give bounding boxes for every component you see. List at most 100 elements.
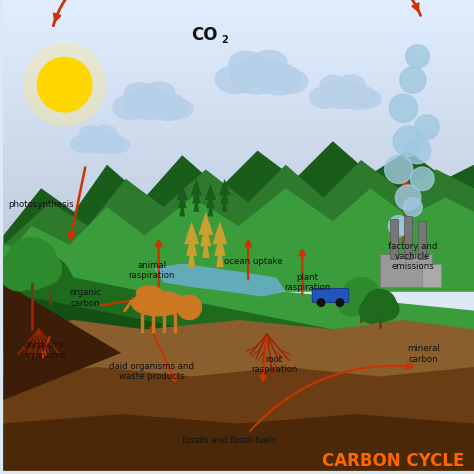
- Polygon shape: [200, 223, 211, 246]
- Polygon shape: [3, 283, 121, 400]
- FancyBboxPatch shape: [3, 220, 474, 225]
- FancyBboxPatch shape: [3, 196, 474, 201]
- Polygon shape: [154, 264, 286, 296]
- Ellipse shape: [321, 80, 364, 109]
- FancyBboxPatch shape: [3, 98, 474, 103]
- Ellipse shape: [163, 99, 192, 119]
- Ellipse shape: [355, 90, 381, 108]
- FancyBboxPatch shape: [3, 5, 474, 10]
- Ellipse shape: [229, 51, 263, 74]
- Circle shape: [404, 137, 431, 164]
- Circle shape: [37, 57, 92, 112]
- Ellipse shape: [80, 129, 115, 153]
- Circle shape: [358, 288, 383, 312]
- FancyBboxPatch shape: [3, 225, 474, 230]
- FancyBboxPatch shape: [3, 206, 474, 210]
- Circle shape: [317, 299, 325, 306]
- Text: mineral
carbon: mineral carbon: [407, 344, 439, 364]
- Circle shape: [364, 290, 396, 322]
- FancyBboxPatch shape: [3, 122, 474, 127]
- Circle shape: [359, 299, 384, 323]
- FancyBboxPatch shape: [3, 210, 474, 215]
- FancyBboxPatch shape: [3, 181, 474, 186]
- FancyBboxPatch shape: [3, 166, 474, 171]
- Circle shape: [177, 295, 201, 319]
- FancyBboxPatch shape: [3, 142, 474, 147]
- Ellipse shape: [93, 125, 117, 141]
- FancyBboxPatch shape: [3, 171, 474, 176]
- FancyBboxPatch shape: [3, 108, 474, 112]
- FancyBboxPatch shape: [3, 235, 474, 240]
- FancyBboxPatch shape: [3, 34, 474, 39]
- FancyBboxPatch shape: [3, 230, 474, 235]
- Ellipse shape: [125, 83, 154, 103]
- Text: plant
raspiration: plant raspiration: [284, 273, 330, 292]
- Polygon shape: [214, 233, 226, 256]
- Ellipse shape: [273, 70, 308, 93]
- FancyBboxPatch shape: [3, 10, 474, 15]
- FancyBboxPatch shape: [3, 176, 474, 181]
- Polygon shape: [3, 367, 474, 471]
- Polygon shape: [3, 141, 474, 273]
- FancyBboxPatch shape: [3, 54, 474, 59]
- Text: root
raspiration: root raspiration: [251, 355, 297, 374]
- Circle shape: [388, 216, 409, 236]
- FancyBboxPatch shape: [3, 69, 474, 73]
- Text: daid organisms and
waste products: daid organisms and waste products: [109, 362, 194, 382]
- Polygon shape: [216, 244, 224, 267]
- Polygon shape: [3, 414, 474, 471]
- FancyBboxPatch shape: [3, 112, 474, 118]
- Polygon shape: [193, 195, 199, 212]
- Ellipse shape: [144, 82, 175, 103]
- FancyBboxPatch shape: [3, 201, 474, 206]
- FancyBboxPatch shape: [3, 186, 474, 191]
- FancyBboxPatch shape: [3, 191, 474, 196]
- Polygon shape: [3, 188, 474, 292]
- Polygon shape: [208, 200, 213, 217]
- Ellipse shape: [137, 286, 162, 300]
- FancyBboxPatch shape: [380, 254, 432, 287]
- FancyBboxPatch shape: [3, 162, 474, 166]
- Ellipse shape: [310, 87, 341, 108]
- FancyBboxPatch shape: [3, 147, 474, 152]
- Text: CARBON CYCLE: CARBON CYCLE: [322, 452, 465, 470]
- Polygon shape: [3, 160, 474, 273]
- Polygon shape: [177, 183, 188, 200]
- Ellipse shape: [251, 50, 287, 75]
- Text: ocean uptake: ocean uptake: [224, 257, 282, 266]
- Circle shape: [337, 288, 366, 316]
- FancyBboxPatch shape: [3, 118, 474, 122]
- Text: factory and
vachicle
emissions: factory and vachicle emissions: [388, 242, 438, 272]
- Ellipse shape: [230, 57, 285, 94]
- Text: photosynthesis: photosynthesis: [8, 200, 74, 209]
- Polygon shape: [202, 235, 210, 258]
- FancyBboxPatch shape: [3, 29, 474, 34]
- Text: 2: 2: [221, 35, 228, 45]
- Circle shape: [31, 258, 70, 297]
- Text: CO: CO: [191, 26, 218, 44]
- Polygon shape: [3, 264, 474, 471]
- Circle shape: [389, 94, 418, 122]
- FancyBboxPatch shape: [3, 39, 474, 44]
- Text: decaying
organisms: decaying organisms: [21, 341, 66, 360]
- Ellipse shape: [71, 135, 97, 153]
- Ellipse shape: [215, 65, 256, 93]
- Ellipse shape: [97, 134, 126, 154]
- Ellipse shape: [320, 75, 346, 93]
- Circle shape: [395, 218, 412, 234]
- FancyBboxPatch shape: [3, 215, 474, 220]
- Polygon shape: [3, 292, 474, 471]
- Ellipse shape: [108, 138, 129, 153]
- FancyBboxPatch shape: [3, 19, 474, 25]
- FancyBboxPatch shape: [3, 93, 474, 98]
- Polygon shape: [222, 195, 228, 212]
- FancyBboxPatch shape: [390, 219, 398, 259]
- FancyBboxPatch shape: [3, 0, 474, 5]
- Polygon shape: [184, 221, 199, 244]
- FancyBboxPatch shape: [3, 103, 474, 108]
- FancyBboxPatch shape: [3, 64, 474, 69]
- Ellipse shape: [80, 126, 101, 141]
- FancyBboxPatch shape: [3, 59, 474, 64]
- Polygon shape: [3, 245, 474, 471]
- FancyBboxPatch shape: [3, 240, 474, 245]
